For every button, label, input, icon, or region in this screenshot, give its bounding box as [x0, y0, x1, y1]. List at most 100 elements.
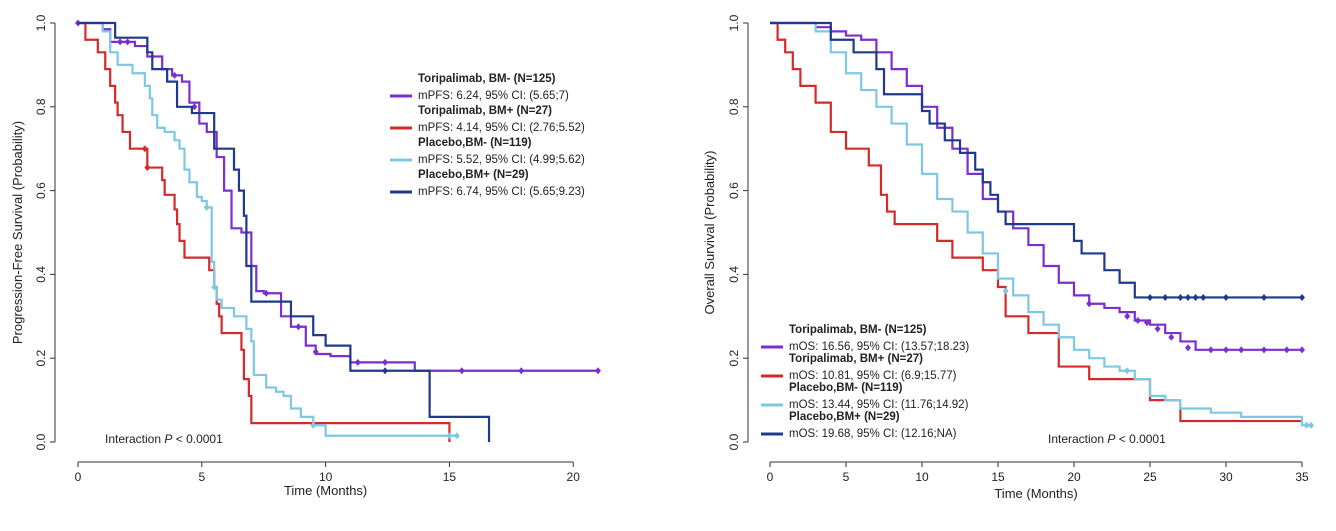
censor-mark — [1261, 293, 1267, 301]
censor-mark — [1185, 293, 1191, 301]
annotation-prefix: Interaction — [105, 432, 164, 446]
legend-name: Toripalimab, BM- (N=125) — [789, 324, 927, 336]
annotation-suffix: < 0.0001 — [172, 432, 223, 446]
censor-mark — [382, 358, 389, 366]
km-curve-series-4 — [770, 21, 1302, 299]
censor-mark — [141, 145, 148, 153]
censor-mark — [458, 367, 465, 375]
censor-mark — [1223, 293, 1229, 301]
censor-mark — [1002, 287, 1009, 295]
censor-mark — [1303, 421, 1310, 429]
censor-mark — [1086, 300, 1093, 308]
x-tick-label: 25 — [1143, 470, 1157, 484]
pfs-chart: 0.0 0.2 0.4 0.6 0.8 1.0 Progression-Free Survi… — [10, 14, 601, 498]
censor-mark — [446, 432, 453, 440]
x-axis-label: Time (Months) — [994, 486, 1077, 501]
legend-name: Toripalimab, BM+ (N=27) — [418, 105, 552, 117]
censor-mark — [1200, 293, 1207, 301]
legend-name: Placebo,BM- (N=119) — [789, 382, 903, 394]
censor-mark — [1223, 346, 1229, 354]
censor-mark — [518, 367, 525, 375]
censor-mark — [1154, 325, 1161, 333]
annotation-suffix: < 0.0001 — [1115, 432, 1166, 446]
censor-mark — [1168, 333, 1175, 341]
censor-mark — [1162, 293, 1169, 301]
legend-name: Toripalimab, BM+ (N=27) — [789, 353, 923, 365]
km-curve-series-2 — [770, 21, 1302, 423]
legend-stat: mPFS: 6.74, 95% CI: (5.65;9.23) — [418, 186, 585, 198]
y-tick-label: 0.2 — [34, 350, 48, 367]
censor-mark — [595, 367, 601, 375]
censor-mark — [203, 203, 210, 211]
censor-mark — [1124, 312, 1131, 320]
censor-mark — [1308, 421, 1315, 429]
km-curve-series-2 — [78, 21, 451, 442]
censor-mark — [312, 348, 319, 356]
censor-mark — [144, 164, 151, 172]
censor-mark — [1177, 293, 1184, 301]
legend-name: Toripalimab, BM- (N=125) — [418, 73, 556, 85]
censor-mark — [1124, 367, 1131, 375]
y-axis-label: Progression-Free Survival (Probability) — [10, 121, 25, 344]
interaction-annotation: Interaction P < 0.0001 — [1048, 432, 1166, 446]
censor-mark — [1143, 319, 1150, 327]
legend-stat: mOS: 13.44, 95% CI: (11.76;14.92) — [789, 399, 969, 411]
y-tick-label: 0.8 — [34, 98, 48, 115]
x-tick-label: 0 — [75, 470, 82, 484]
censor-mark — [1185, 344, 1191, 352]
x-tick-label: 5 — [198, 470, 205, 484]
censor-mark — [354, 358, 361, 366]
y-axis-label: Overall Survival (Probability) — [702, 151, 717, 315]
y-tick-label: 0.0 — [727, 433, 741, 450]
os-chart: 0.0 0.2 0.4 0.6 0.8 1.0 Overall Survival (Prob… — [702, 14, 1315, 501]
annotation-prefix: Interaction — [1048, 432, 1107, 446]
censor-mark — [1207, 346, 1214, 354]
y-tick-label: 0.4 — [34, 266, 48, 283]
censor-mark — [295, 323, 302, 331]
annotation-italic: P — [1107, 432, 1115, 446]
censor-mark — [1283, 346, 1290, 354]
interaction-annotation: Interaction P < 0.0001 — [105, 432, 223, 446]
y-tick-label: 1.0 — [727, 14, 741, 31]
y-tick-label: 1.0 — [34, 14, 48, 31]
legend-stat: mOS: 10.81, 95% CI: (6.9;15.77) — [789, 370, 957, 382]
km-curve-series-3 — [770, 21, 1312, 427]
x-axis-label: Time (Months) — [284, 483, 367, 498]
y-tick-label: 0.0 — [34, 433, 48, 450]
legend-stat: mPFS: 6.24, 95% CI: (5.65;7) — [418, 90, 569, 102]
x-tick-label: 10 — [915, 470, 929, 484]
x-tick-label: 15 — [443, 470, 457, 484]
censor-mark — [171, 71, 178, 79]
censor-mark — [453, 432, 460, 440]
x-tick-label: 20 — [1067, 470, 1081, 484]
legend-stat: mPFS: 4.14, 95% CI: (2.76;5.52) — [418, 122, 585, 134]
censor-mark — [310, 421, 317, 429]
x-tick-label: 20 — [567, 470, 581, 484]
censor-mark — [382, 367, 389, 375]
legend-stat: mPFS: 5.52, 95% CI: (4.99;5.62) — [418, 154, 585, 166]
legend-stat: mOS: 16.56, 95% CI: (13.57;18.23) — [789, 341, 969, 353]
x-tick-label: 35 — [1295, 470, 1309, 484]
y-tick-label: 0.8 — [727, 98, 741, 115]
legend-name: Placebo,BM- (N=119) — [418, 137, 532, 149]
km-curve-series-4 — [78, 21, 491, 442]
y-tick-label: 0.2 — [727, 350, 741, 367]
censor-mark — [117, 38, 124, 46]
x-tick-label: 0 — [767, 470, 774, 484]
censor-mark — [263, 289, 270, 297]
x-tick-label: 10 — [319, 470, 333, 484]
censor-mark — [211, 283, 218, 291]
censor-mark — [124, 38, 131, 46]
censor-mark — [1238, 346, 1245, 354]
censor-mark — [1192, 293, 1199, 301]
x-tick-label: 30 — [1219, 470, 1233, 484]
x-tick-label: 15 — [991, 470, 1005, 484]
annotation-italic: P — [164, 432, 172, 446]
censor-mark — [1299, 346, 1305, 354]
censor-mark — [1299, 293, 1305, 301]
legend-name: Placebo,BM+ (N=29) — [418, 169, 529, 181]
y-tick-label: 0.4 — [727, 266, 741, 283]
censor-mark — [1134, 316, 1141, 324]
km-curve-series-1 — [770, 21, 1302, 351]
